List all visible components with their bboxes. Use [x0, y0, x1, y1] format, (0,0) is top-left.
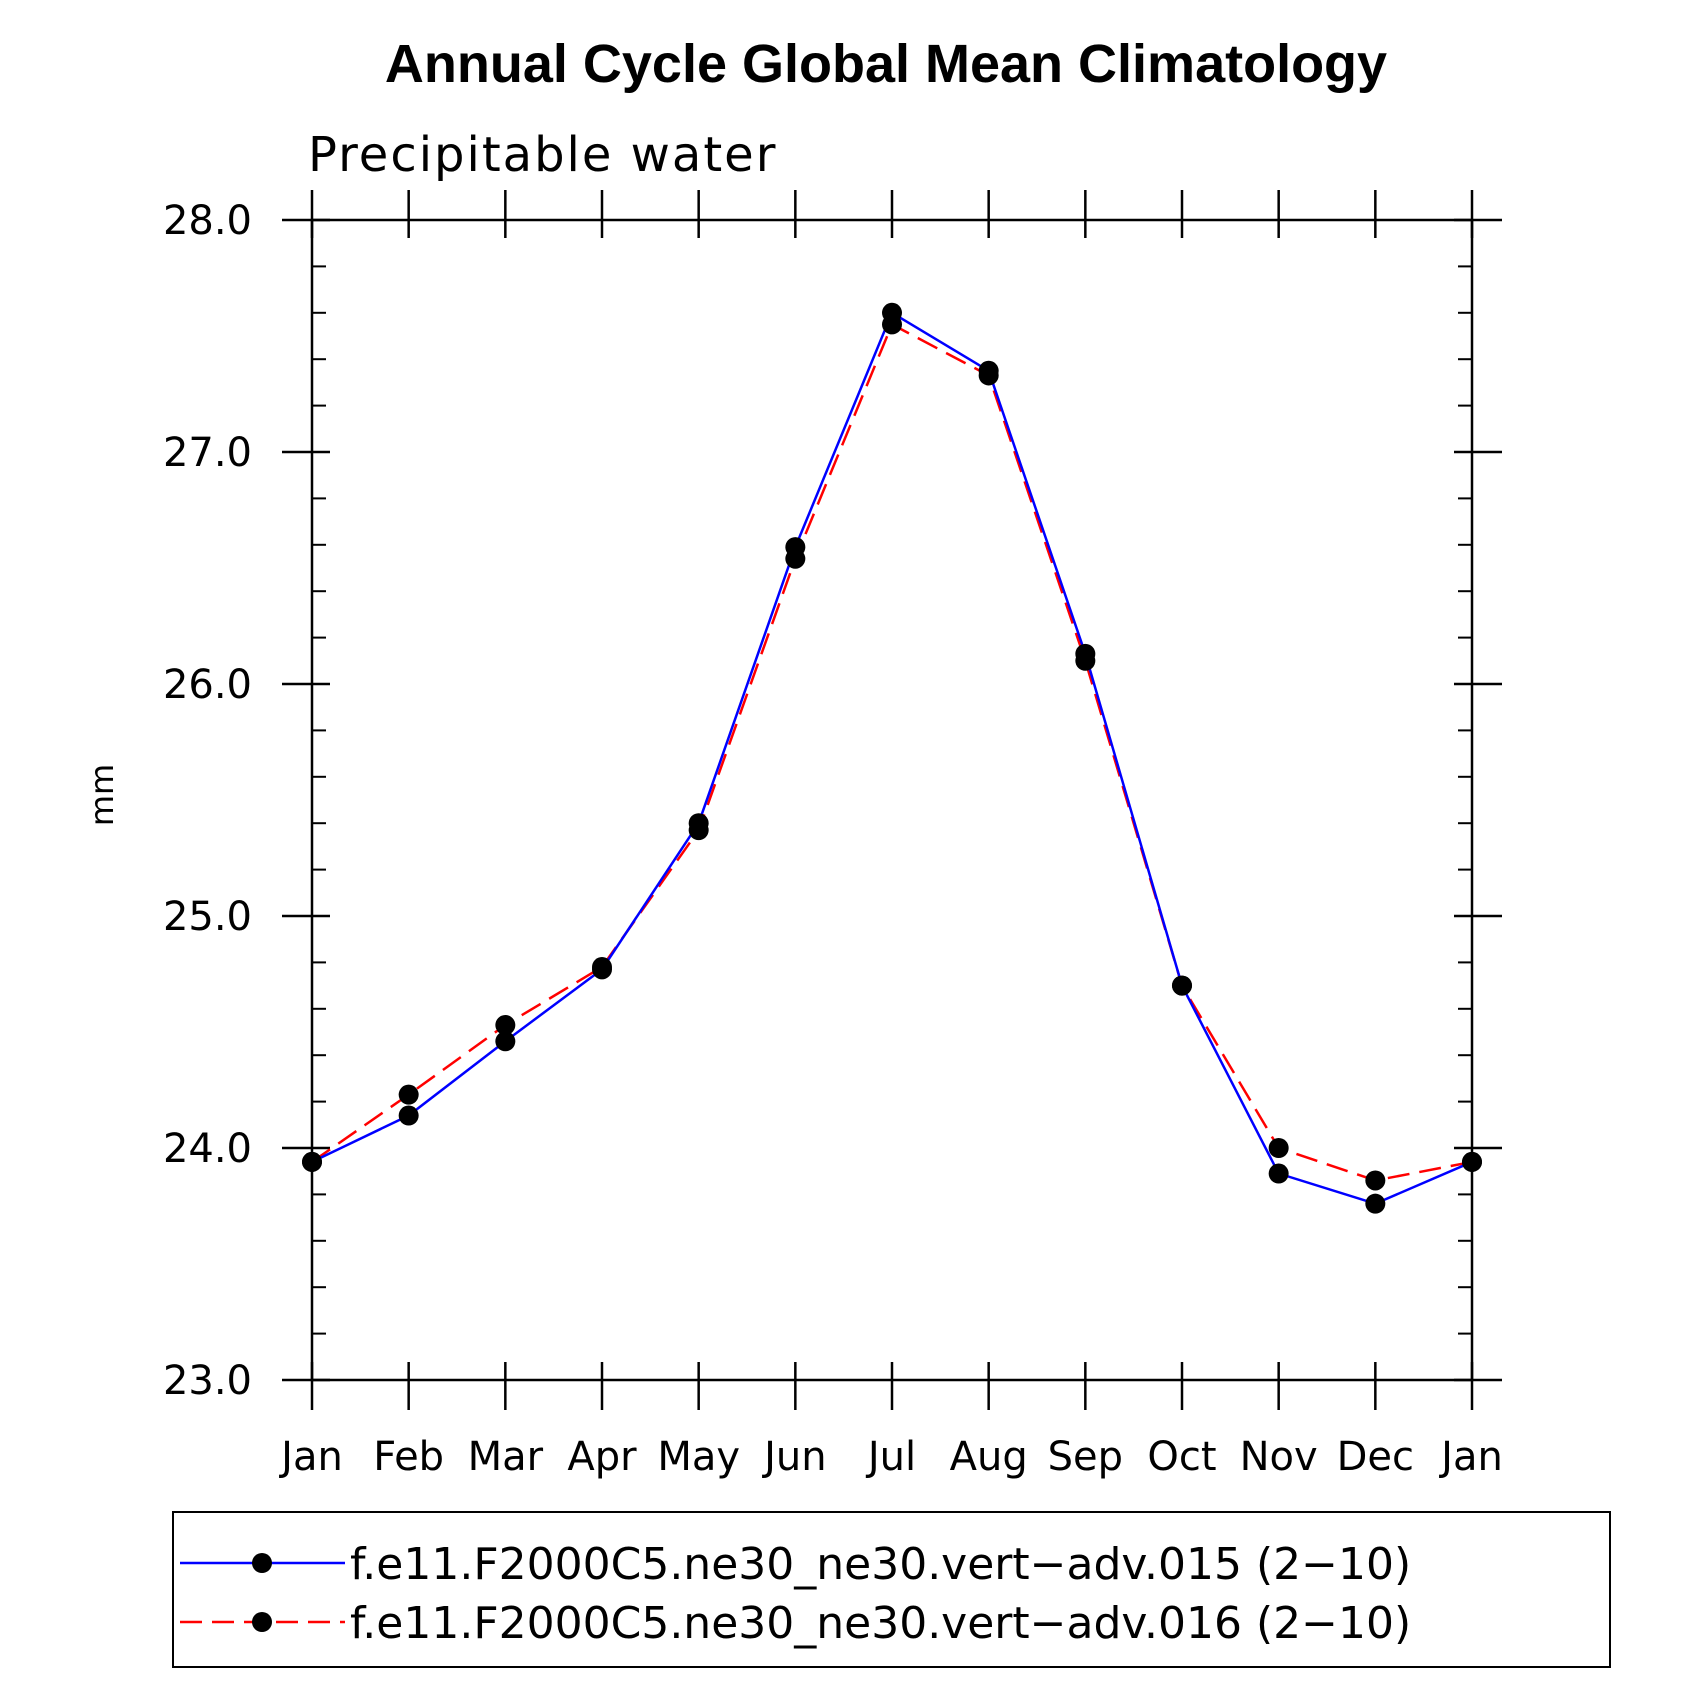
legend-label-2: f.e11.F2000C5.ne30_ne30.vert−adv.016 (2−…	[350, 1598, 1411, 1649]
x-tick-label: Sep	[1048, 1434, 1123, 1480]
data-point-series-2	[1462, 1151, 1482, 1172]
x-tick-labels: Jan Feb Mar Apr May Jun Jul Aug Sep Oct Nov Dec Jan	[278, 1434, 1503, 1480]
chart-title: Annual Cycle Global Mean Climatology	[385, 34, 1387, 94]
y-tick-label: 28.0	[163, 198, 252, 244]
legend-box	[172, 1511, 1611, 1668]
x-tick-label: Mar	[468, 1434, 544, 1480]
data-point-series-2	[302, 1151, 322, 1172]
series-lines	[311, 310, 1473, 1206]
plot-frame	[310, 218, 1474, 1382]
data-markers	[302, 302, 1482, 1214]
data-point-series-2	[495, 1015, 516, 1036]
y-tick-label: 23.0	[163, 1358, 252, 1404]
legend-marker-2	[252, 1612, 272, 1632]
y-tick-label: 24.0	[163, 1126, 252, 1172]
data-point-series-2	[592, 957, 612, 978]
data-point-series-2	[1365, 1170, 1386, 1191]
data-point-series-2	[785, 548, 806, 569]
legend: f.e11.F2000C5.ne30_ne30.vert−adv.015 (2−…	[180, 1539, 1411, 1649]
data-point-series-1	[1268, 1163, 1289, 1184]
y-tick-label: 25.0	[163, 894, 252, 940]
x-tick-label: Jul	[865, 1434, 916, 1480]
chart-subtitle: Precipitable water	[308, 127, 777, 183]
y-tick-label: 26.0	[163, 662, 252, 708]
data-point-series-2	[1172, 975, 1192, 996]
legend-marker-1	[252, 1553, 272, 1573]
data-point-series-2	[398, 1084, 419, 1105]
series-line-2	[311, 322, 1473, 1182]
data-point-series-2	[1075, 650, 1096, 671]
x-tick-label: Nov	[1240, 1434, 1318, 1480]
data-point-series-1	[1365, 1193, 1386, 1214]
data-point-series-1	[398, 1105, 419, 1126]
data-point-series-2	[688, 820, 709, 841]
legend-label-1: f.e11.F2000C5.ne30_ne30.vert−adv.015 (2−…	[350, 1539, 1411, 1590]
y-tick-label: 27.0	[163, 430, 252, 476]
data-point-series-2	[978, 365, 999, 386]
x-tick-label: Aug	[950, 1434, 1028, 1480]
axis-ticks	[282, 190, 1502, 1410]
x-tick-label: Jan	[1438, 1434, 1503, 1480]
data-point-series-2	[882, 314, 902, 335]
series-line-1	[311, 310, 1473, 1206]
x-tick-label: Apr	[567, 1434, 637, 1480]
x-tick-label: May	[657, 1434, 740, 1480]
y-axis-label: mm	[83, 764, 121, 826]
x-tick-label: Dec	[1337, 1434, 1414, 1480]
x-tick-label: Jan	[278, 1434, 343, 1480]
data-point-series-1	[495, 1031, 516, 1052]
x-tick-label: Feb	[373, 1434, 444, 1480]
x-tick-label: Oct	[1147, 1434, 1216, 1480]
data-point-series-2	[1268, 1138, 1289, 1158]
y-tick-labels: 23.0 24.0 25.0 26.0 27.0 28.0	[163, 198, 252, 1404]
x-tick-label: Jun	[761, 1434, 827, 1480]
